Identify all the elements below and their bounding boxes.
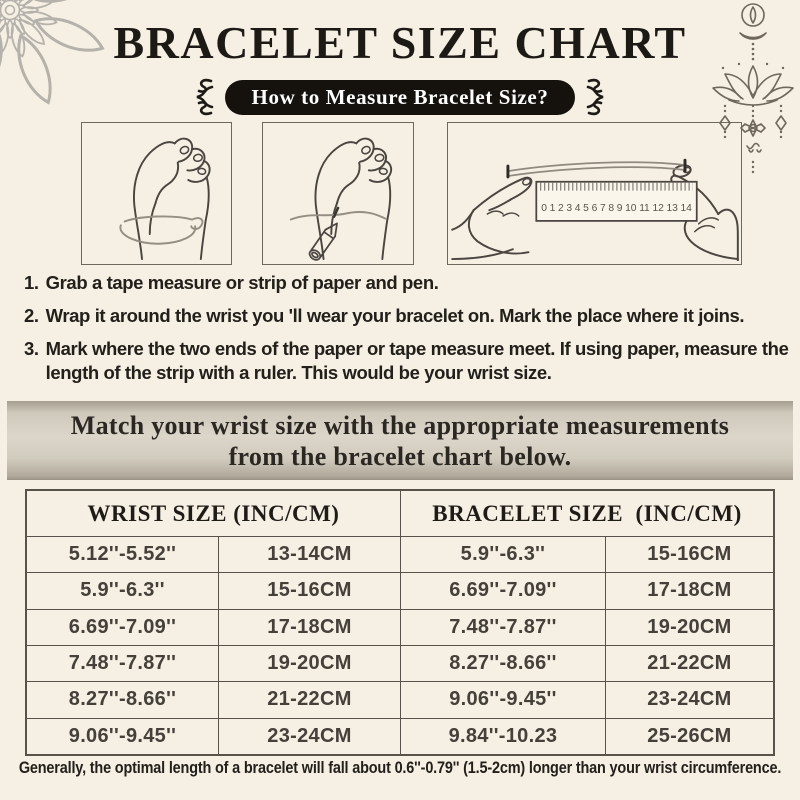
subtitle-row: How to Measure Bracelet Size? [0,76,800,118]
squiggle-bracket-left-icon [196,78,213,116]
table-cell: 7.48''-7.87'' [400,608,605,645]
table-cell: 21-22CM [217,681,400,718]
table-cell: 9.06''-9.45'' [27,717,218,754]
table-cell: 23-24CM [604,681,773,718]
squiggle-bracket-right-icon [587,78,604,116]
table-cell: 6.69''-7.09'' [400,572,605,609]
step-number: 1. [24,272,39,293]
table-cell: 6.69''-7.09'' [27,608,218,645]
instruction-step-3: 3. Mark where the two ends of the paper … [24,337,790,385]
table-cell: 8.27''-8.66'' [27,681,218,717]
footer-note: Generally, the optimal length of a brace… [18,758,782,777]
step-number: 3. [24,338,39,359]
step-text: Mark where the two ends of the paper or … [45,338,789,383]
ruler-numbers: 0 1 2 3 4 5 6 7 8 9 10 11 12 13 14 [541,203,692,214]
wrist-size-header: WRIST SIZE (INC/CM) [87,500,340,526]
banner-line-2: from the bracelet chart below. [228,441,572,471]
match-size-banner: Match your wrist size with the appropria… [7,401,793,480]
instruction-step-2: 2. Wrap it around the wrist you 'll wear… [24,304,790,328]
table-cell: 8.27''-8.66'' [400,644,605,682]
table-cell: 5.12''-5.52'' [27,536,218,572]
table-cell: 9.06''-9.45'' [400,681,605,718]
table-cell: 15-16CM [217,572,400,609]
table-cell: 23-24CM [217,717,400,754]
step-text: Wrap it around the wrist you 'll wear yo… [45,305,745,326]
table-cell: 5.9''-6.3'' [400,536,605,573]
table-cell: 17-18CM [217,608,400,645]
table-cell: 13-14CM [217,536,400,573]
table-cell: 5.9''-6.3'' [27,572,218,608]
table-cell: 19-20CM [604,608,773,645]
banner-line-1: Match your wrist size with the appropria… [70,410,730,440]
table-cell: 15-16CM [604,536,773,573]
table-cell: 19-20CM [217,644,400,682]
table-cell: 21-22CM [604,644,773,682]
page-title: BRACELET SIZE CHART [113,17,687,68]
size-table: WRIST SIZE (INC/CM) BRACELET SIZE (INC/C… [25,489,775,756]
step-text: Grab a tape measure or strip of paper an… [45,272,439,293]
illustration-strip-and-ruler: 0 1 2 3 4 5 6 7 8 9 10 11 12 13 14 [447,122,742,265]
table-cell: 9.84''-10.23 [400,717,605,754]
instruction-step-1: 1. Grab a tape measure or strip of paper… [24,271,790,295]
table-cell: 7.48''-7.87'' [27,644,218,681]
illustration-hand-with-tape-measure [81,122,232,265]
step-number: 2. [24,305,39,326]
table-cell: 25-26CM [604,717,773,754]
how-to-measure-pill: How to Measure Bracelet Size? [224,79,576,115]
bracelet-size-header: BRACELET SIZE (INC/CM) [400,491,773,536]
illustration-hand-marking-with-pen [262,122,414,265]
instructions-list: 1. Grab a tape measure or strip of paper… [24,271,790,394]
table-cell: 17-18CM [604,572,773,609]
